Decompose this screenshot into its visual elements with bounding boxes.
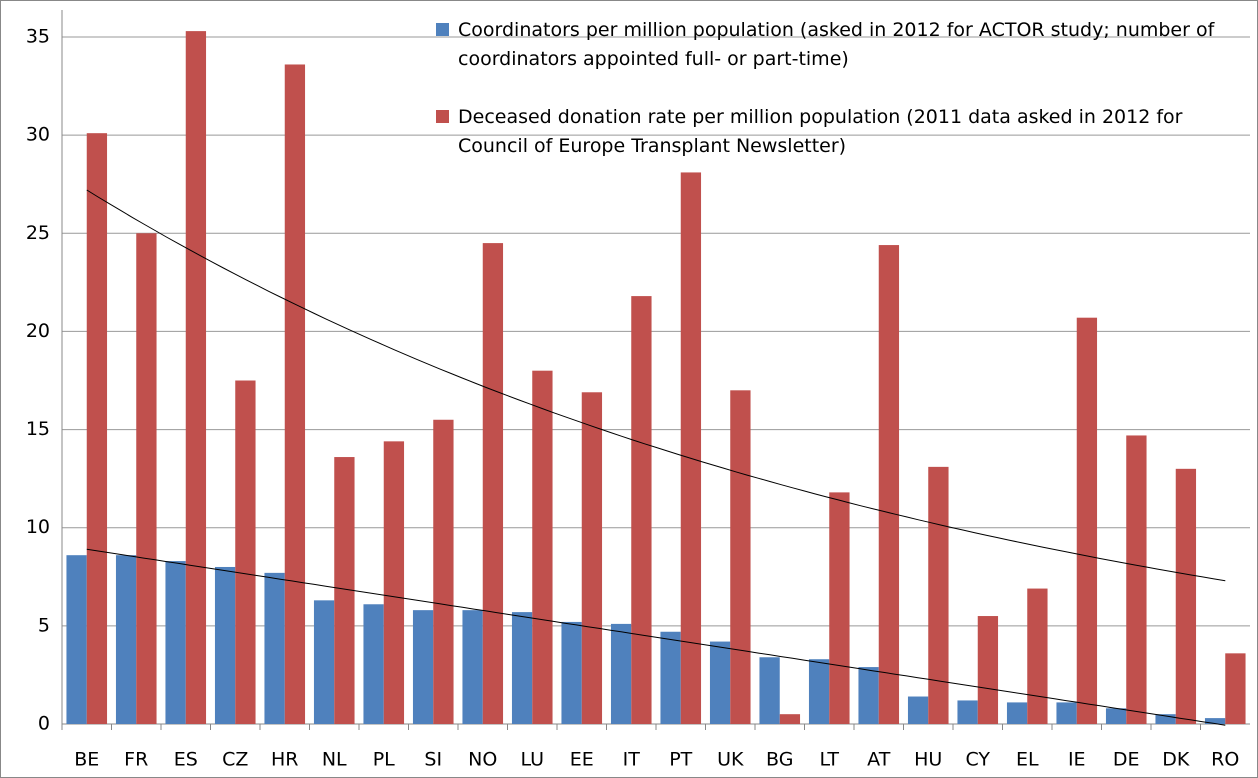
bar	[433, 419, 454, 724]
bar	[1225, 653, 1246, 724]
bar	[1175, 468, 1197, 724]
bar	[907, 696, 929, 724]
x-tick-label: AT	[867, 749, 891, 771]
bar	[779, 714, 801, 724]
x-tick-label: FR	[124, 749, 148, 771]
bar	[1204, 718, 1226, 724]
x-tick-label: SI	[424, 749, 442, 771]
bar	[1126, 435, 1147, 724]
bar	[284, 64, 306, 725]
x-tick-label: IE	[1068, 749, 1086, 771]
x-tick-label: NO	[468, 749, 497, 771]
trendline	[86, 548, 1226, 726]
bar	[264, 572, 285, 724]
bar	[383, 441, 405, 724]
bar	[165, 561, 186, 724]
legend-label: Coordinators per million population (ask…	[458, 19, 1215, 70]
bar	[532, 370, 553, 724]
y-tick-label: 10	[26, 516, 50, 538]
legend-swatch	[436, 110, 449, 123]
bar	[977, 616, 999, 724]
x-tick-label: RO	[1211, 749, 1239, 771]
x-tick-label: CY	[965, 749, 990, 771]
bar	[680, 172, 702, 725]
bar	[511, 612, 533, 724]
x-tick-label: PL	[373, 749, 395, 771]
bar	[610, 623, 632, 724]
bar	[66, 555, 87, 724]
bar	[86, 133, 108, 724]
bar	[136, 233, 157, 725]
bar	[709, 641, 731, 724]
bar	[412, 610, 434, 724]
trendline	[86, 189, 1226, 582]
bar	[235, 380, 256, 724]
bar	[581, 392, 603, 724]
x-tick-label: EE	[570, 749, 594, 771]
bar	[759, 657, 780, 724]
y-tick-label: 0	[38, 713, 50, 735]
x-tick-label: PT	[669, 749, 692, 771]
legend-entry: Deceased donation rate per million popul…	[436, 103, 1251, 161]
bar	[462, 610, 483, 724]
bar	[1006, 702, 1028, 724]
bar	[561, 621, 582, 724]
x-tick-label: HR	[271, 749, 299, 771]
x-tick-label: DK	[1162, 749, 1190, 771]
legend-entry: Coordinators per million population (ask…	[436, 16, 1251, 74]
x-tick-label: DE	[1113, 749, 1140, 771]
bar	[1076, 317, 1098, 724]
bar	[928, 466, 949, 724]
y-tick-label: 35	[26, 26, 50, 48]
bar	[1105, 708, 1127, 724]
bar	[631, 296, 652, 724]
bar	[214, 566, 236, 724]
bar	[878, 245, 900, 724]
bar	[957, 700, 978, 724]
bar	[808, 659, 830, 724]
bar	[730, 390, 751, 724]
x-tick-label: CZ	[222, 749, 248, 771]
bar	[1056, 702, 1077, 724]
x-tick-label: IT	[623, 749, 641, 771]
bar	[185, 31, 207, 724]
y-tick-label: 30	[26, 124, 50, 146]
x-tick-label: NL	[322, 749, 347, 771]
legend-swatch	[436, 23, 449, 36]
x-tick-label: UK	[717, 749, 744, 771]
bar	[482, 243, 504, 724]
bar	[1027, 588, 1048, 724]
x-tick-label: LU	[520, 749, 544, 771]
legend-label: Deceased donation rate per million popul…	[458, 106, 1183, 157]
bar	[1155, 714, 1176, 724]
x-tick-label: HU	[914, 749, 942, 771]
bar	[829, 492, 850, 724]
y-tick-label: 5	[38, 614, 50, 636]
x-tick-label: EL	[1016, 749, 1039, 771]
bar	[334, 457, 355, 724]
bar	[858, 667, 879, 724]
y-tick-label: 25	[26, 222, 50, 244]
bar	[363, 604, 384, 724]
x-tick-label: ES	[174, 749, 198, 771]
x-tick-label: BG	[766, 749, 793, 771]
y-tick-label: 15	[26, 418, 50, 440]
y-tick-label: 20	[26, 320, 50, 342]
x-tick-label: LT	[819, 749, 839, 771]
x-tick-label: BE	[74, 749, 99, 771]
bar	[313, 600, 335, 724]
bar	[115, 555, 137, 724]
bar	[660, 631, 681, 724]
